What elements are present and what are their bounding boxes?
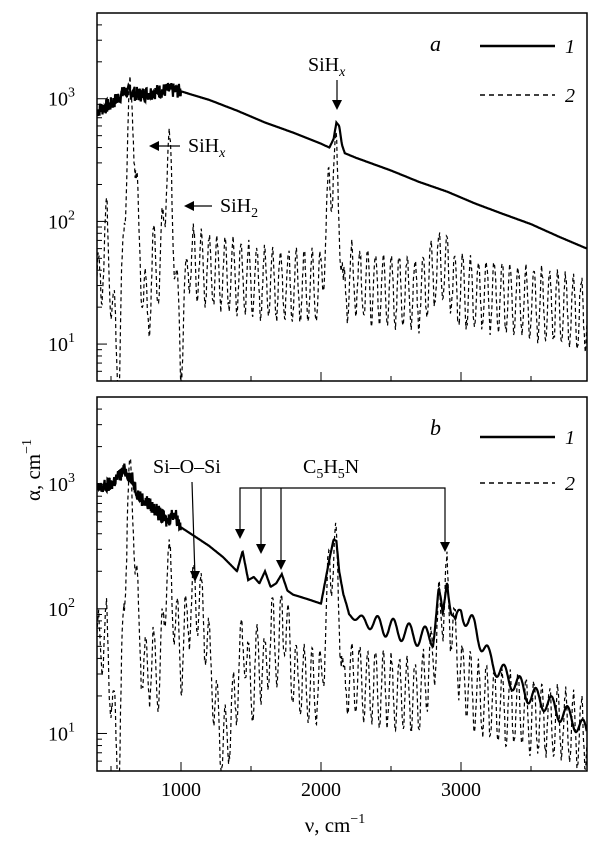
panel-a-label: a [430, 31, 441, 56]
svg-text:SiHx: SiHx [188, 135, 226, 161]
x-tick-label: 2000 [301, 779, 341, 801]
legend-b-dashed-label: 2 [565, 473, 575, 495]
y-tick-label-a: 101 [48, 331, 75, 356]
y-tick-label-b: 101 [48, 720, 75, 745]
annotation-sih2-sub: 2 [251, 206, 258, 221]
annotation-sihx-left: SiHx [149, 135, 226, 161]
annotation-sihx-left-text: SiH [188, 135, 219, 157]
x-tick-label: 3000 [441, 779, 481, 801]
panel-b: 101 102 103 1000 2000 3000 [48, 396, 587, 801]
x-tick-label: 1000 [161, 779, 201, 801]
annotation-sihx-left-sub: x [218, 146, 226, 161]
annotation-c5h5n: C5H5N [235, 456, 450, 570]
series-2-line-b [97, 458, 587, 771]
annotation-sihx-peak-text: SiH [308, 54, 339, 76]
annotation-sihx-peak-sub: x [338, 65, 346, 80]
y-tick-label-b: 102 [48, 596, 75, 621]
c5h5n-h: H [323, 456, 337, 478]
legend-a-dashed-label: 2 [565, 85, 575, 107]
annotation-si-o-si: Si–O–Si [153, 456, 221, 582]
annotation-si-o-si-text: Si–O–Si [153, 456, 221, 478]
series-1-line-b [97, 463, 587, 734]
y-tick-label-a: 102 [48, 208, 75, 233]
panel-a-frame [96, 12, 588, 382]
y-tick-label-b: 103 [48, 471, 75, 496]
legend-b-solid-label: 1 [565, 427, 575, 449]
series-1-line-a [97, 82, 587, 250]
legend-b: 1 2 [480, 427, 575, 495]
svg-text:SiH2: SiH2 [220, 195, 258, 221]
panel-a: 101 102 103 [48, 12, 587, 382]
y-tick-label-a: 103 [48, 86, 75, 111]
annotation-sih2-text: SiH [220, 195, 251, 217]
y-axis-label: α, cm−1 [20, 439, 45, 501]
c5h5n-sub1: 5 [316, 467, 323, 482]
svg-text:SiHx: SiHx [308, 54, 346, 80]
c5h5n-n: N [345, 456, 359, 478]
panel-b-label: b [430, 415, 441, 440]
series-2-line-a [97, 75, 587, 381]
annotation-sih2: SiH2 [184, 195, 258, 221]
annotation-sihx-peak: SiHx [308, 54, 346, 110]
x-axis-label: ν, cm−1 [305, 812, 366, 837]
legend-a: 1 2 [480, 36, 575, 107]
c5h5n-sub2: 5 [338, 467, 345, 482]
svg-text:C5H5N: C5H5N [303, 456, 359, 482]
legend-a-solid-label: 1 [565, 36, 575, 58]
panel-b-frame [96, 396, 588, 772]
c5h5n-c: C [303, 456, 316, 478]
